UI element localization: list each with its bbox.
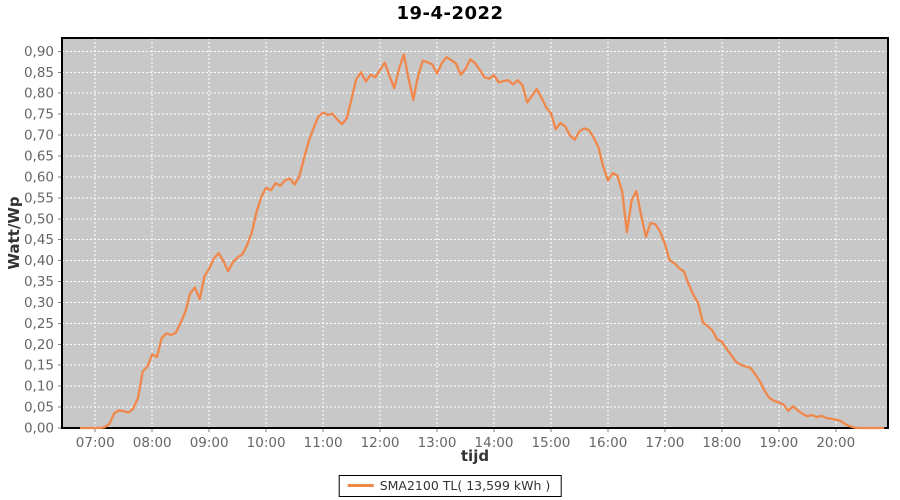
y-tick-label: 0,60 <box>24 169 54 185</box>
y-axis-label: Watt/Wp <box>5 196 23 269</box>
y-tick-label: 0,70 <box>24 128 54 144</box>
x-tick-label: 12:00 <box>361 435 400 451</box>
y-tick-label: 0,20 <box>24 337 54 353</box>
x-tick-label: 08:00 <box>133 435 172 451</box>
x-tick-label: 20:00 <box>816 435 855 451</box>
legend-line-swatch <box>347 484 374 487</box>
x-tick-label: 14:00 <box>475 435 514 451</box>
x-tick-label: 07:00 <box>76 435 115 451</box>
x-tick-label: 16:00 <box>588 435 627 451</box>
y-tick-label: 0,85 <box>24 65 54 81</box>
chart-title: 19-4-2022 <box>396 3 504 24</box>
legend: SMA2100 TL( 13,599 kWh ) <box>338 475 562 497</box>
series-line <box>79 53 885 430</box>
y-tick-label: 0,45 <box>24 232 54 248</box>
x-axis-label: tijd <box>461 447 489 465</box>
y-tick-label: 0,00 <box>24 421 54 437</box>
x-tick-label: 19:00 <box>759 435 798 451</box>
y-tick-label: 0,15 <box>24 358 54 374</box>
x-tick-label: 17:00 <box>645 435 684 451</box>
plot-border <box>61 37 889 429</box>
x-tick-label: 10:00 <box>247 435 286 451</box>
x-tick-label: 13:00 <box>418 435 457 451</box>
y-tick-label: 0,25 <box>24 316 54 332</box>
y-tick-label: 0,80 <box>24 86 54 102</box>
y-tick-label: 0,50 <box>24 211 54 227</box>
y-tick-label: 0,05 <box>24 400 54 416</box>
x-tick-label: 18:00 <box>702 435 741 451</box>
x-tick-label: 11:00 <box>304 435 343 451</box>
y-tick-label: 0,40 <box>24 253 54 269</box>
y-tick-label: 0,30 <box>24 295 54 311</box>
legend-label: SMA2100 TL( 13,599 kWh ) <box>379 478 551 493</box>
y-tick-label: 0,55 <box>24 190 54 206</box>
y-tick-label: 0,65 <box>24 149 54 165</box>
y-tick-label: 0,90 <box>24 44 54 60</box>
y-tick-label: 0,10 <box>24 379 54 395</box>
x-tick-label: 09:00 <box>190 435 229 451</box>
x-tick-label: 15:00 <box>531 435 570 451</box>
y-tick-label: 0,75 <box>24 107 54 123</box>
y-tick-label: 0,35 <box>24 274 54 290</box>
plot-area <box>62 38 888 428</box>
